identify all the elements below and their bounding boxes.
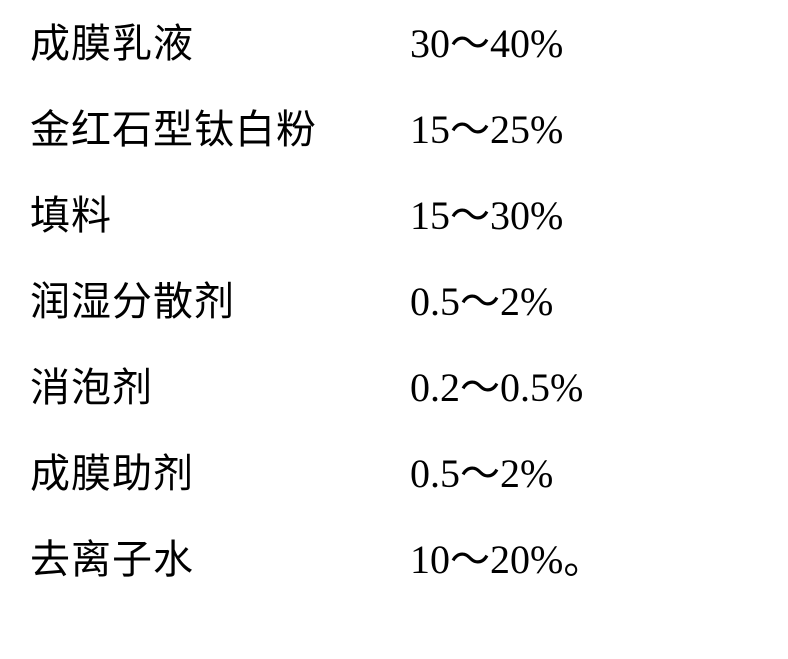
ingredient-label: 消泡剂 bbox=[30, 364, 410, 412]
table-row: 成膜乳液 30～40% bbox=[30, 20, 758, 68]
ingredient-label: 填料 bbox=[30, 192, 410, 240]
ingredient-value: 0.2～0.5% bbox=[410, 364, 583, 412]
ingredient-value: 0.5～2% bbox=[410, 450, 553, 498]
ingredient-label: 去离子水 bbox=[30, 536, 410, 584]
table-row: 金红石型钛白粉 15～25% bbox=[30, 106, 758, 154]
ingredient-value: 15～25% bbox=[410, 106, 563, 154]
table-row: 润湿分散剂 0.5～2% bbox=[30, 278, 758, 326]
table-row: 成膜助剂 0.5～2% bbox=[30, 450, 758, 498]
ingredient-value: 15～30% bbox=[410, 192, 563, 240]
ingredient-value: 10～20%。 bbox=[410, 536, 603, 584]
ingredient-label: 润湿分散剂 bbox=[30, 278, 410, 326]
ingredient-label: 成膜助剂 bbox=[30, 450, 410, 498]
ingredient-label: 成膜乳液 bbox=[30, 20, 410, 68]
ingredient-label: 金红石型钛白粉 bbox=[30, 106, 410, 154]
table-row: 消泡剂 0.2～0.5% bbox=[30, 364, 758, 412]
ingredient-value: 30～40% bbox=[410, 20, 563, 68]
table-row: 去离子水 10～20%。 bbox=[30, 536, 758, 584]
ingredient-table: 成膜乳液 30～40% 金红石型钛白粉 15～25% 填料 15～30% 润湿分… bbox=[0, 0, 788, 642]
ingredient-value: 0.5～2% bbox=[410, 278, 553, 326]
table-row: 填料 15～30% bbox=[30, 192, 758, 240]
